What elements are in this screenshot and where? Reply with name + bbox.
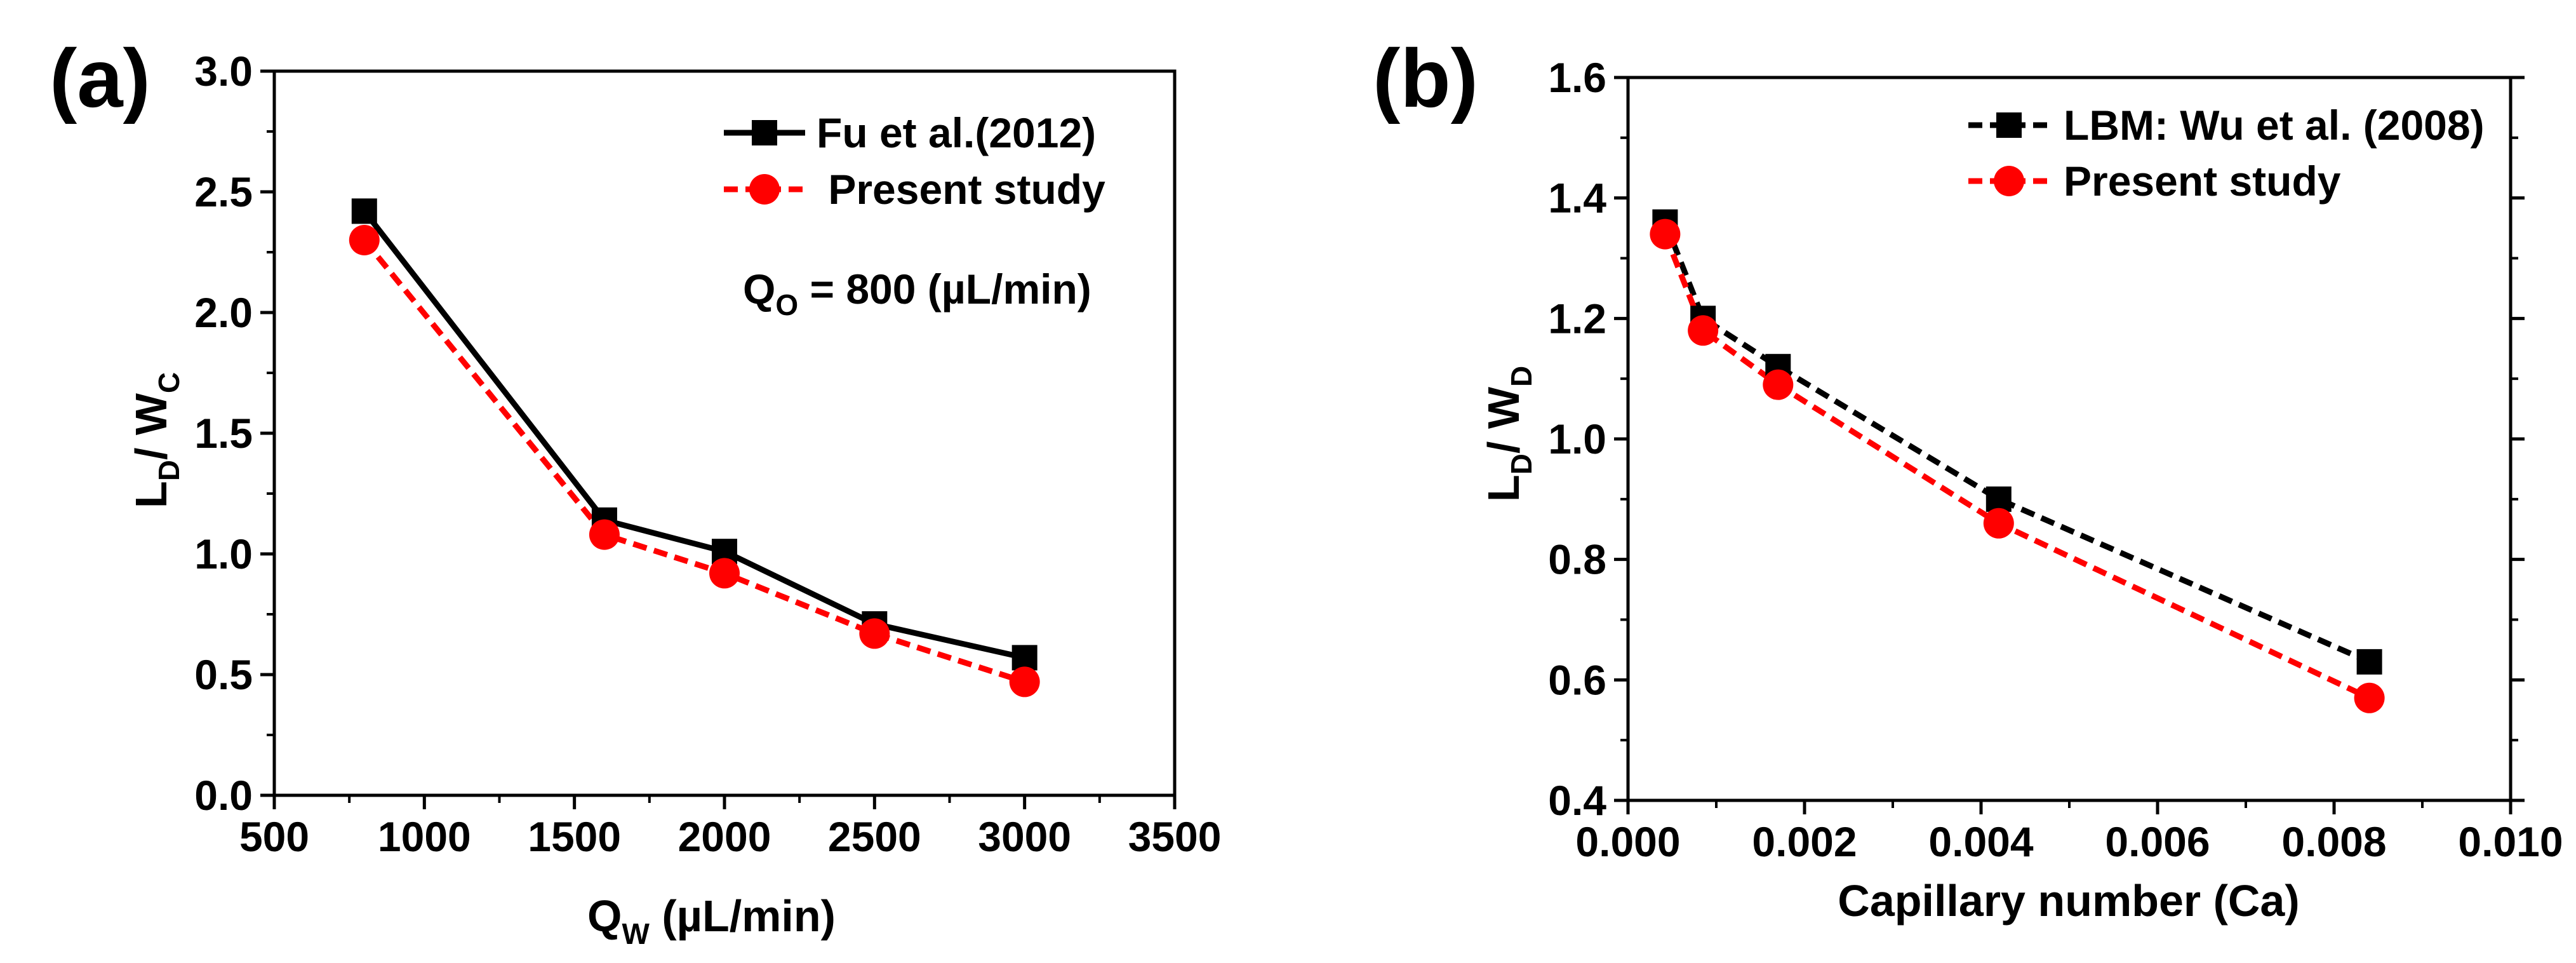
x-tick-label-b-4: 0.008 [2281,818,2386,865]
y-tick-label-b-3: 1.0 [1548,415,1606,462]
x-tick-label-a-0: 500 [239,813,309,860]
panel-b-legend: LBM: Wu et al. (2008) Present study [1968,102,2485,205]
y-tick-label-a-5: 2.5 [194,168,253,215]
data-point-a-1-4 [1009,666,1040,697]
panel-b-markers [1650,209,2385,713]
y-title-sub2: C [152,372,185,393]
y-tick-label-b-6: 1.6 [1548,54,1606,101]
data-point-a-0-0 [351,198,377,224]
panel-b-chart: (b) 0.000 0.002 0.004 0.006 0.008 0.010 0.4 0.6… [1373,32,2563,926]
data-point-b-0-4 [2356,649,2382,675]
legend-a-marker-1 [749,174,780,205]
x-title-sub: W [622,917,650,950]
x-title-main: Q [587,891,622,941]
legend-b-marker-0 [1996,112,2022,138]
x-tick-label-b-2: 0.004 [1928,818,2033,865]
x-tick-label-b-3: 0.006 [2105,818,2210,865]
annotation-rest: = 800 (µL/min) [798,266,1091,313]
data-point-b-1-2 [1763,369,1794,400]
y-tick-label-b-2: 0.8 [1548,536,1606,583]
panel-a-chart: (a) 500 1000 1500 2000 2500 3000 3500 0.0 0.5 1.0… [50,32,1221,950]
data-point-a-0-4 [1011,645,1038,671]
y-tick-label-b-1: 0.6 [1548,656,1606,703]
x-tick-label-a-4: 2500 [828,813,921,860]
data-point-a-1-1 [589,519,620,550]
x-tick-label-b-1: 0.002 [1752,818,1857,865]
panel-b-x-axis-title: Capillary number (Ca) [1838,876,2299,926]
y-tick-label-a-4: 2.0 [194,289,253,336]
x-tick-label-b-5: 0.010 [2458,818,2563,865]
y-title-sub1: D [152,460,185,481]
panel-a-legend: Fu et al.(2012) Present study [724,109,1105,213]
x-tick-label-a-2: 1500 [528,813,621,860]
y-tick-label-a-2: 1.0 [194,530,253,577]
panel-b-label: (b) [1373,32,1478,125]
y-title-b-main: L [1479,475,1528,502]
panel-a-y-axis-title: LD/ WC [126,372,185,508]
x-tick-label-a-1: 1000 [378,813,471,860]
legend-a-label-0: Fu et al.(2012) [817,109,1096,156]
data-point-b-1-4 [2354,682,2385,713]
panel-b-y-axis-title: LD/ WD [1479,366,1538,502]
legend-b-label-0: LBM: Wu et al. (2008) [2064,102,2485,149]
y-tick-label-a-0: 0.0 [194,772,253,819]
y-title-mid: / W [126,393,176,460]
panel-a-markers [349,198,1040,697]
legend-a-label-1: Present study [817,166,1105,213]
series-line-b-0 [1662,220,2371,665]
x-tick-label-a-5: 3000 [978,813,1071,860]
annotation-main: Q [743,266,775,313]
data-point-a-1-0 [349,225,380,255]
panel-a-annotation: QO = 800 (µL/min) [743,266,1091,321]
y-tick-label-b-5: 1.4 [1548,175,1606,222]
panel-b-ticks: 0.000 0.002 0.004 0.006 0.008 0.010 0.4 0.6 0.8 1… [1548,54,2563,865]
legend-b-label-1: Present study [2064,158,2341,205]
panel-a-label: (a) [50,32,150,125]
data-point-a-1-3 [859,618,890,649]
legend-b-marker-1 [1994,166,2024,196]
panel-a-x-axis-title: QW (µL/min) [587,891,836,950]
x-title-unit: (µL/min) [650,891,836,941]
y-title-b-sub1: D [1505,454,1538,475]
y-tick-label-a-6: 3.0 [194,48,253,95]
annotation-sub: O [775,288,798,321]
y-tick-label-a-1: 0.5 [194,651,253,698]
x-tick-label-a-3: 2000 [678,813,771,860]
y-tick-label-b-0: 0.4 [1548,777,1606,824]
data-point-a-1-2 [709,558,740,589]
x-tick-label-a-6: 3500 [1128,813,1222,860]
y-title-main: L [126,481,176,508]
x-tick-label-b-0: 0.000 [1575,818,1680,865]
data-point-b-1-1 [1688,315,1719,346]
y-tick-label-b-4: 1.2 [1548,295,1606,342]
y-title-b-sub2: D [1505,366,1538,387]
legend-a-marker-0 [752,120,777,145]
panel-a-ticks: 500 1000 1500 2000 2500 3000 3500 0.0 0.5 1.0 1.5 2… [194,48,1221,860]
y-title-b-mid: / W [1479,387,1528,454]
data-point-b-0-3 [1985,486,2012,512]
data-point-b-1-3 [1983,508,2014,539]
y-tick-label-a-3: 1.5 [194,410,253,457]
data-point-b-1-0 [1650,219,1681,250]
series-line-b-1 [1662,232,2371,701]
panel-b-series-lines [1662,220,2371,701]
